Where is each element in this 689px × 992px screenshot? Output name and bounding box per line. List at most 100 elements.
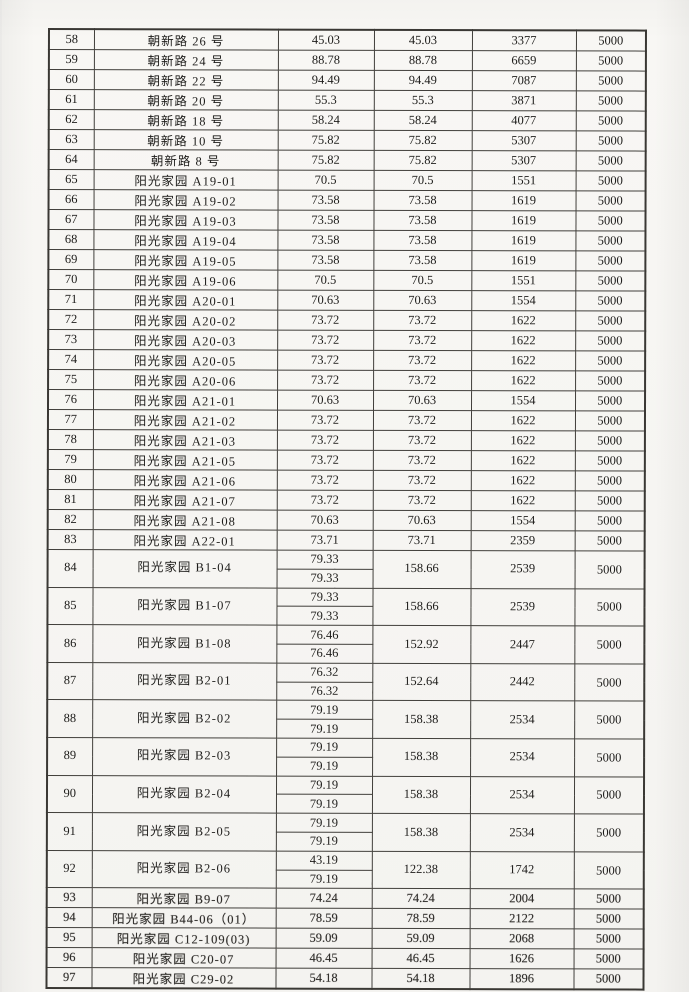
location-name-cell: 阳光家园 A20-02 xyxy=(93,309,278,331)
area-total-cell: 73.72 xyxy=(373,330,472,351)
area-total-cell: 73.58 xyxy=(373,250,472,271)
amount-cell: 2447 xyxy=(470,625,575,664)
table-row: 96 阳光家园 C20-07 46.45 46.45 1626 5000 xyxy=(46,947,644,970)
area-total-cell: 158.38 xyxy=(372,738,471,777)
row-number-cell: 64 xyxy=(48,149,94,170)
fixed-amount-cell: 5000 xyxy=(575,290,646,312)
location-name-cell: 阳光家园 A19-06 xyxy=(93,269,278,291)
area-part-cell: 70.63 xyxy=(277,290,374,311)
fixed-amount-cell: 5000 xyxy=(574,390,646,412)
area-total-cell: 70.5 xyxy=(373,270,472,291)
location-name-cell: 阳光家园 A20-05 xyxy=(93,349,278,371)
fixed-amount-cell: 5000 xyxy=(575,250,646,272)
amount-cell: 1622 xyxy=(470,450,575,471)
area-part-cell: 73.72 xyxy=(276,470,373,491)
area-total-cell: 158.38 xyxy=(371,813,470,852)
fixed-amount-cell: 5000 xyxy=(575,30,646,52)
area-total-cell: 73.72 xyxy=(372,410,471,431)
table-row: 74 阳光家园 A20-05 73.72 73.72 1622 5000 xyxy=(48,349,646,372)
amount-cell: 1622 xyxy=(471,370,576,391)
fixed-amount-cell: 5000 xyxy=(575,370,646,392)
row-number-cell: 82 xyxy=(47,509,93,530)
area-total-cell: 158.66 xyxy=(372,550,471,589)
amount-cell: 1619 xyxy=(471,210,576,231)
location-name-cell: 阳光家园 A19-05 xyxy=(93,249,278,271)
area-total-cell: 73.72 xyxy=(372,470,471,491)
amount-cell: 1551 xyxy=(471,270,576,291)
amount-cell: 1619 xyxy=(471,230,576,251)
area-total-cell: 70.63 xyxy=(372,510,471,531)
fixed-amount-cell: 5000 xyxy=(574,588,645,627)
row-number-cell: 77 xyxy=(47,409,94,430)
area-part-cell: 73.58 xyxy=(277,250,374,271)
fixed-amount-cell: 5000 xyxy=(573,969,644,990)
location-name-cell: 阳光家园 A20-03 xyxy=(93,329,278,351)
location-name-cell: 朝新路 10 号 xyxy=(93,129,278,151)
amount-cell: 2534 xyxy=(469,813,574,852)
area-part-cell: 73.72 xyxy=(276,410,374,431)
row-number-cell: 60 xyxy=(48,69,94,90)
fixed-amount-cell: 5000 xyxy=(573,929,644,950)
amount-cell: 6659 xyxy=(471,50,576,71)
row-number-cell: 91 xyxy=(46,812,92,851)
table-row: 84 阳光家园 B1-04 79.33 158.66 2539 5000 xyxy=(47,549,645,589)
area-total-cell: 73.72 xyxy=(372,450,471,471)
area-total-cell: 158.38 xyxy=(372,700,471,739)
area-total-cell: 73.72 xyxy=(373,350,472,371)
fixed-amount-cell: 5000 xyxy=(573,814,644,852)
area-part-cell: 70.63 xyxy=(276,510,373,531)
area-total-cell: 55.3 xyxy=(373,90,472,111)
row-number-cell: 63 xyxy=(48,129,94,150)
area-total-cell: 46.45 xyxy=(371,948,470,969)
location-name-cell: 阳光家园 B2-01 xyxy=(92,662,277,701)
row-number-cell: 90 xyxy=(46,775,93,813)
table-row: 93 阳光家园 B9-07 74.24 74.24 2004 5000 xyxy=(46,887,644,910)
area-part-cell: 54.18 xyxy=(275,968,372,990)
area-part-cell: 79.19 xyxy=(275,794,372,814)
area-total-cell: 73.58 xyxy=(373,210,472,231)
table-row: 66 阳光家园 A19-02 73.58 73.58 1619 5000 xyxy=(48,189,646,212)
amount-cell: 2534 xyxy=(470,738,575,777)
area-total-cell: 73.72 xyxy=(372,430,471,451)
location-name-cell: 阳光家园 C20-07 xyxy=(91,947,276,969)
table-row: 62 朝新路 18 号 58.24 58.24 4077 5000 xyxy=(48,109,646,132)
fixed-amount-cell: 5000 xyxy=(575,230,646,252)
row-number-cell: 65 xyxy=(48,169,94,190)
fixed-amount-cell: 5000 xyxy=(575,210,646,232)
fixed-amount-cell: 5000 xyxy=(574,430,645,452)
area-part-cell: 73.58 xyxy=(277,210,374,231)
fixed-amount-cell: 5000 xyxy=(575,130,646,152)
row-number-cell: 69 xyxy=(48,249,94,270)
area-total-cell: 54.18 xyxy=(371,968,470,990)
location-name-cell: 朝新路 22 号 xyxy=(93,69,278,91)
area-part-cell: 76.32 xyxy=(276,662,373,682)
location-name-cell: 阳光家园 A21-01 xyxy=(93,389,278,411)
area-part-cell: 76.46 xyxy=(276,625,373,645)
area-total-cell: 70.63 xyxy=(373,290,472,311)
location-name-cell: 阳光家园 A20-01 xyxy=(93,289,278,311)
area-total-cell: 74.24 xyxy=(371,888,470,909)
table-row: 65 阳光家园 A19-01 70.5 70.5 1551 5000 xyxy=(48,169,646,192)
fixed-amount-cell: 5000 xyxy=(575,70,646,92)
fixed-amount-cell: 5000 xyxy=(573,909,644,930)
area-part-cell: 73.72 xyxy=(277,310,374,331)
area-part-cell: 79.19 xyxy=(275,813,372,833)
table-row: 91 阳光家园 B2-05 79.19 158.38 2534 5000 xyxy=(46,812,644,852)
amount-cell: 1622 xyxy=(470,470,575,491)
location-name-cell: 阳光家园 A21-05 xyxy=(92,449,277,471)
row-number-cell: 96 xyxy=(46,947,92,968)
area-total-cell: 122.38 xyxy=(371,851,470,889)
fixed-amount-cell: 5000 xyxy=(574,701,645,740)
row-number-cell: 81 xyxy=(47,489,93,510)
fixed-amount-cell: 5000 xyxy=(575,190,646,212)
table-row: 90 阳光家园 B2-04 79.19 158.38 2534 5000 xyxy=(46,775,645,815)
area-total-cell: 45.03 xyxy=(373,29,472,51)
table-row: 60 朝新路 22 号 94.49 94.49 7087 5000 xyxy=(48,69,646,92)
area-part-cell: 79.33 xyxy=(276,587,373,607)
row-number-cell: 74 xyxy=(48,349,94,370)
amount-cell: 2359 xyxy=(470,530,575,551)
area-part-cell: 79.19 xyxy=(276,719,373,739)
area-part-cell: 73.58 xyxy=(277,190,374,211)
area-part-cell: 46.45 xyxy=(275,948,372,969)
row-number-cell: 80 xyxy=(47,469,93,490)
